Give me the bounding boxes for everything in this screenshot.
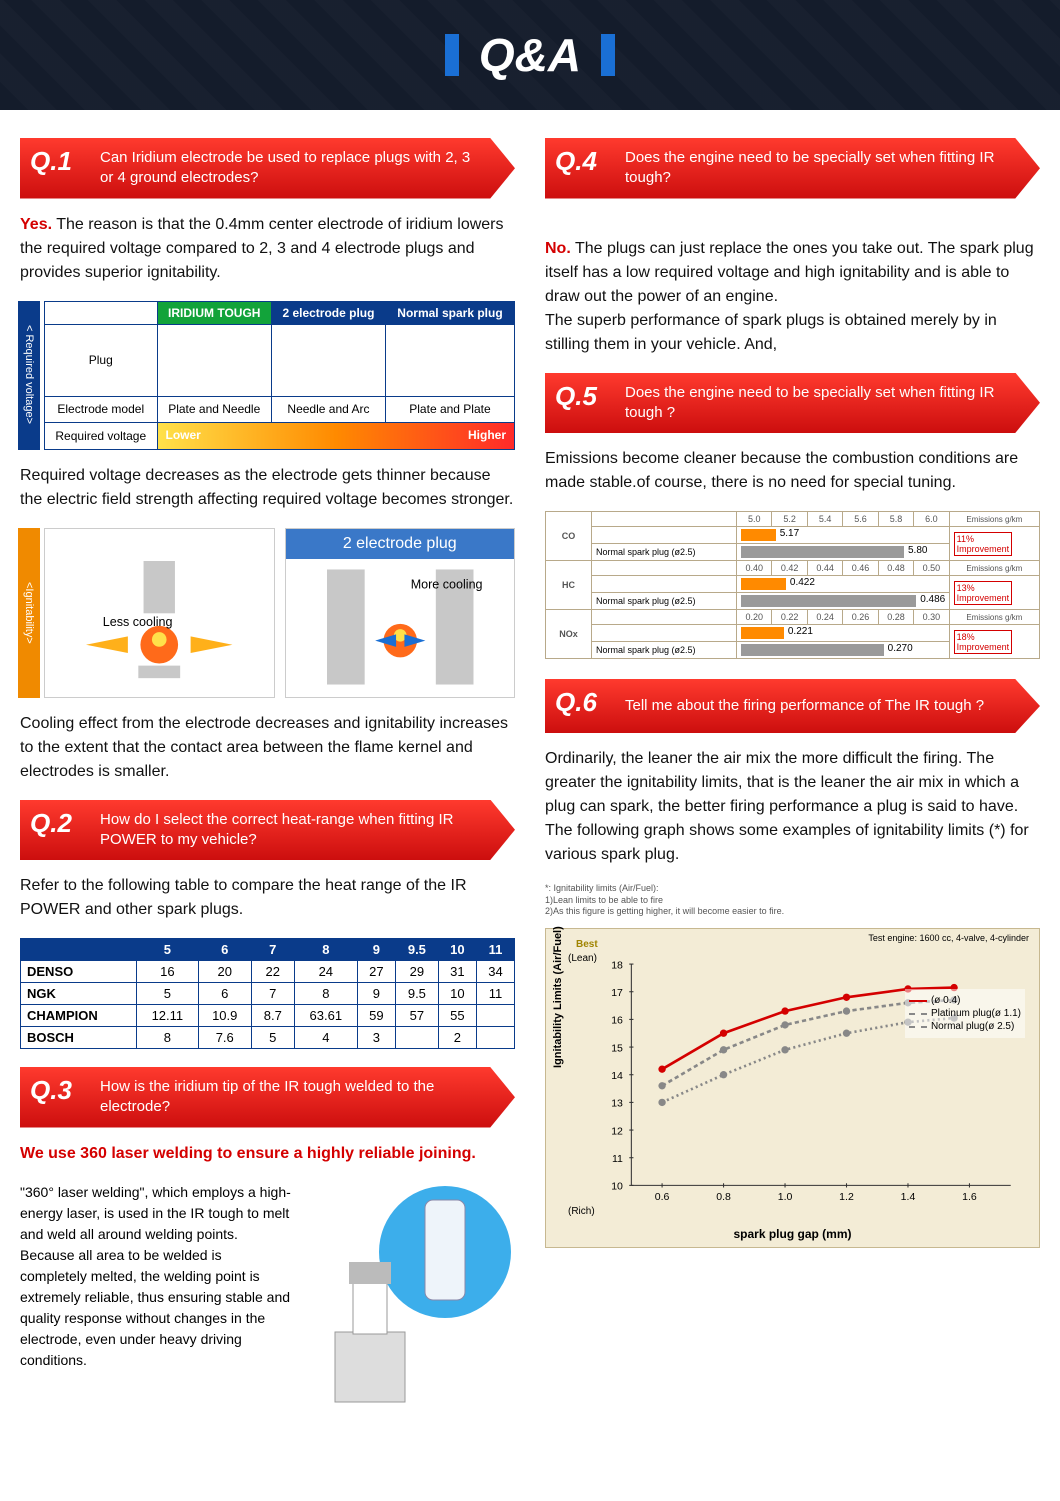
- required-voltage-label: < Required voltage>: [18, 301, 40, 450]
- q1-question: Can Iridium electrode be used to replace…: [100, 148, 475, 189]
- chart-footnote: *: Ignitability limits (Air/Fuel):1)Lean…: [545, 883, 1040, 918]
- less-cooling-panel: Less cooling: [44, 528, 275, 698]
- row-model: Electrode model: [45, 396, 158, 422]
- page-title: Q&A: [479, 28, 581, 82]
- voltage-comparison-table: IRIDIUM TOUGH2 electrode plugNormal spar…: [44, 301, 515, 450]
- x-axis-label: spark plug gap (mm): [733, 1227, 851, 1241]
- q3-body: "360° laser welding", which employs a hi…: [20, 1182, 291, 1412]
- q1-number: Q.1: [30, 144, 72, 179]
- svg-text:1.6: 1.6: [962, 1191, 977, 1203]
- svg-text:11: 11: [612, 1153, 623, 1165]
- more-cooling-panel: 2 electrode plug More cooling: [285, 528, 516, 698]
- svg-text:1.2: 1.2: [839, 1191, 854, 1203]
- chart-legend: (ø 0.4)Platinum plug(ø 1.1)Normal plug(ø…: [905, 989, 1025, 1038]
- svg-text:14: 14: [611, 1070, 623, 1082]
- rich-label: (Rich): [568, 1206, 595, 1217]
- q3-question: How is the iridium tip of the IR tough w…: [100, 1077, 475, 1118]
- lean-label: (Lean): [568, 953, 597, 964]
- ignitability-label: <Ignitability>: [18, 528, 40, 698]
- q4-answer: No. The plugs can just replace the ones …: [545, 213, 1040, 357]
- row-voltage: Required voltage: [45, 422, 158, 449]
- svg-text:0.6: 0.6: [655, 1191, 670, 1203]
- svg-text:13: 13: [611, 1098, 623, 1110]
- q1-header: Q.1 Can Iridium electrode be used to rep…: [20, 138, 515, 199]
- svg-text:0.8: 0.8: [716, 1191, 731, 1203]
- q6-answer: Ordinarily, the leaner the air mix the m…: [545, 747, 1040, 867]
- q6-number: Q.6: [555, 685, 597, 720]
- q4-body: The plugs can just replace the ones you …: [545, 240, 1034, 353]
- svg-text:17: 17: [611, 987, 623, 999]
- svg-text:1.0: 1.0: [778, 1191, 793, 1203]
- best-label: Best: [576, 939, 598, 950]
- emissions-table: CO5.05.25.45.65.86.0Emissions g/km5.1711…: [545, 511, 1040, 659]
- ignitability-chart: Test engine: 1600 cc, 4-valve, 4-cylinde…: [545, 928, 1040, 1248]
- svg-text:18: 18: [611, 959, 623, 971]
- q1-body: The reason is that the 0.4mm center elec…: [20, 216, 504, 281]
- q1-answer: Yes. The reason is that the 0.4mm center…: [20, 213, 515, 285]
- q2-answer: Refer to the following table to compare …: [20, 874, 515, 922]
- svg-text:10: 10: [611, 1181, 623, 1193]
- y-axis-label: Ignitability Limits (Air/Fuel): [552, 926, 564, 1068]
- q2-question: How do I select the correct heat-range w…: [100, 810, 475, 851]
- q5-answer: Emissions become cleaner because the com…: [545, 447, 1040, 495]
- svg-text:16: 16: [611, 1015, 623, 1027]
- q5-header: Q.5 Does the engine need to be specially…: [545, 373, 1040, 434]
- svg-text:More cooling: More cooling: [410, 577, 482, 591]
- test-engine-note: Test engine: 1600 cc, 4-valve, 4-cylinde…: [868, 933, 1029, 943]
- q5-question: Does the engine need to be specially set…: [625, 383, 1000, 424]
- q1-para3: Cooling effect from the electrode decrea…: [20, 712, 515, 784]
- q4-number: Q.4: [555, 144, 597, 179]
- q3-number: Q.3: [30, 1073, 72, 1108]
- q1-lead: Yes.: [20, 216, 52, 233]
- q3-header: Q.3 How is the iridium tip of the IR tou…: [20, 1067, 515, 1128]
- q6-question: Tell me about the firing performance of …: [625, 696, 984, 716]
- q4-question: Does the engine need to be specially set…: [625, 148, 1000, 189]
- voltage-gradient-arrow: Lower Higher: [158, 423, 514, 449]
- svg-text:15: 15: [611, 1042, 623, 1054]
- row-plug: Plug: [45, 324, 158, 396]
- q1-ignitability-diagram: <Ignitability> Less cooling 2 ele: [20, 528, 515, 698]
- svg-text:Less cooling: Less cooling: [103, 614, 173, 628]
- q1-para2: Required voltage decreases as the electr…: [20, 464, 515, 512]
- svg-text:12: 12: [611, 1125, 623, 1137]
- q5-number: Q.5: [555, 379, 597, 414]
- q6-header: Q.6 Tell me about the firing performance…: [545, 679, 1040, 733]
- hero-banner: Q&A: [0, 0, 1060, 110]
- q2-header: Q.2 How do I select the correct heat-ran…: [20, 800, 515, 861]
- q4-lead: No.: [545, 240, 571, 257]
- q3-lead: We use 360 laser welding to ensure a hig…: [20, 1142, 515, 1166]
- q2-number: Q.2: [30, 806, 72, 841]
- panel-title: 2 electrode plug: [286, 529, 515, 559]
- q1-voltage-diagram: < Required voltage> IRIDIUM TOUGH2 elect…: [20, 301, 515, 450]
- spark-plug-illustration: [305, 1182, 515, 1412]
- accent-bar-right: [601, 34, 615, 76]
- heat-range-table: 567899.51011DENSO1620222427293134NGK5678…: [20, 938, 515, 1049]
- accent-bar-left: [445, 34, 459, 76]
- q4-header: Q.4 Does the engine need to be specially…: [545, 138, 1040, 199]
- svg-text:1.4: 1.4: [901, 1191, 916, 1203]
